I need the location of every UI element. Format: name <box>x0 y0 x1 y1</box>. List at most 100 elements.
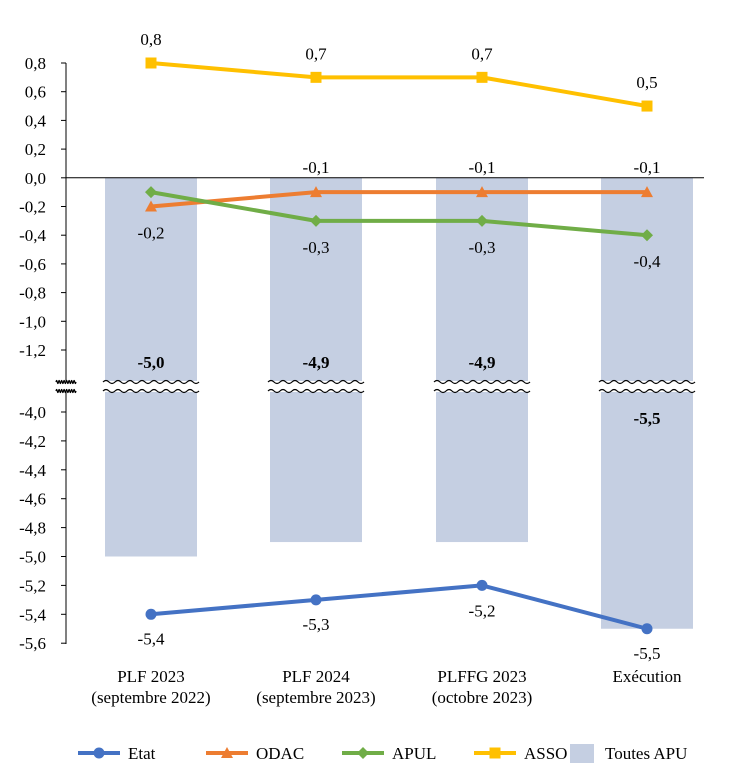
y-tick-label: -5,4 <box>19 605 46 624</box>
legend-label-odac: ODAC <box>256 744 304 763</box>
axis-break-wave <box>598 379 696 385</box>
legend-marker-apul <box>357 747 369 759</box>
point-asso <box>476 71 488 83</box>
point-apul <box>476 214 488 227</box>
y-tick-label: -4,8 <box>19 519 46 538</box>
data-label-odac: -0,1 <box>634 158 661 177</box>
category-label: PLF 2024 <box>282 667 350 686</box>
legend-label-asso: ASSO <box>524 744 567 763</box>
y-tick-label: -4,2 <box>19 432 46 451</box>
bar-toutes-apu <box>105 177 197 557</box>
y-tick-label: 0,2 <box>25 140 46 159</box>
data-label-apul: -0,3 <box>303 238 330 257</box>
y-tick-label: -1,0 <box>19 312 46 331</box>
data-label-apul: -0,4 <box>634 252 661 271</box>
legend-marker-etat <box>93 747 105 759</box>
point-etat <box>476 579 488 591</box>
data-label-etat: -5,5 <box>634 644 661 663</box>
category-label: PLF 2023 <box>117 667 185 686</box>
y-tick-label: -4,6 <box>19 490 46 509</box>
bar-toutes-apu <box>601 177 693 629</box>
data-label-toutes-apu: -4,9 <box>469 353 496 372</box>
legend-marker-asso <box>489 747 501 759</box>
series-line-etat <box>150 583 648 631</box>
data-labels-layer: -5,4 -5,3 -5,2 -5,5 -0,2 -0,1 -0,1 -0,1 -0,3 -0,3… <box>138 30 661 663</box>
axis-break-wave <box>102 388 200 394</box>
category-label: Exécution <box>613 667 682 686</box>
y-tick-label: -0,8 <box>19 284 46 303</box>
axis-break-wave <box>598 388 696 394</box>
axis-break-gap <box>268 381 364 392</box>
axis-break-wave <box>433 379 531 385</box>
data-label-asso: 0,8 <box>140 30 161 49</box>
point-apul <box>310 214 322 227</box>
x-axis-categories: PLF 2023 (septembre 2022) PLF 2024 (septemb… <box>91 667 682 707</box>
data-label-odac: -0,1 <box>303 158 330 177</box>
legend-marker-odac <box>221 747 233 758</box>
data-label-toutes-apu: -5,5 <box>634 409 661 428</box>
point-odac <box>476 186 488 198</box>
legend-label-apul: APUL <box>392 744 436 763</box>
data-label-etat: -5,4 <box>138 629 165 648</box>
data-label-odac: -0,2 <box>138 224 165 243</box>
legend: Etat ODAC APUL ASSO Toutes APU <box>78 744 687 763</box>
y-tick-label: 0,8 <box>25 54 46 73</box>
point-etat <box>145 608 157 620</box>
bar-toutes-apu <box>436 177 528 543</box>
bar-toutes-apu <box>270 177 362 543</box>
data-label-etat: -5,3 <box>303 615 330 634</box>
y-tick-label: -5,0 <box>19 548 46 567</box>
data-label-asso: 0,5 <box>636 73 657 92</box>
data-label-asso: 0,7 <box>305 44 327 63</box>
point-etat <box>310 594 322 606</box>
y-tick-label: -0,2 <box>19 198 46 217</box>
y-tick-label: 0,6 <box>25 83 46 102</box>
y-tick-label: 0,0 <box>25 169 46 188</box>
bars-layer <box>105 177 693 629</box>
legend-label-etat: Etat <box>128 744 156 763</box>
point-odac <box>145 200 157 212</box>
point-odac <box>641 186 653 198</box>
axis-break-wave <box>433 388 531 394</box>
category-sublabel: (octobre 2023) <box>432 688 533 707</box>
y-tick-label: -4,4 <box>19 461 46 480</box>
axis-break-wave <box>102 379 200 385</box>
axis-break-wave <box>55 379 77 385</box>
point-odac <box>310 186 322 198</box>
axis-break <box>55 379 696 394</box>
data-label-asso: 0,7 <box>471 44 493 63</box>
series-line-asso <box>150 61 648 109</box>
data-label-apul: -0,3 <box>469 238 496 257</box>
axis-break-wave <box>267 388 365 394</box>
y-tick-label: -4,0 <box>19 403 46 422</box>
point-apul <box>145 186 157 199</box>
point-apul <box>641 229 653 242</box>
category-label: PLFFG 2023 <box>437 667 526 686</box>
y-tick-label: 0,4 <box>25 111 47 130</box>
axis-break-gap <box>434 381 530 392</box>
y-tick-label: -5,6 <box>19 634 46 653</box>
data-label-toutes-apu: -5,0 <box>138 353 165 372</box>
data-label-odac: -0,1 <box>469 158 496 177</box>
series-line-apul <box>150 190 648 238</box>
legend-swatch-toutes-apu <box>570 744 594 763</box>
point-asso <box>310 71 322 83</box>
series-line-odac <box>150 190 647 209</box>
y-tick-label: -1,2 <box>19 341 46 360</box>
point-asso <box>641 100 653 112</box>
axis-break-wave <box>267 379 365 385</box>
legend-label-toutes-apu: Toutes APU <box>605 744 687 763</box>
y-tick-label: -0,4 <box>19 226 46 245</box>
point-asso <box>145 57 157 69</box>
y-tick-label: -0,6 <box>19 255 46 274</box>
data-label-etat: -5,2 <box>469 601 496 620</box>
point-etat <box>641 623 653 635</box>
axis-break-gap <box>599 381 695 392</box>
axis-break-gap <box>56 381 76 392</box>
axis-break-gap <box>103 381 199 392</box>
series-layer <box>145 57 653 635</box>
y-axis: 0,8 0,6 0,4 0,2 0,0 -0,2 -0,4 -0,6 -0,8 -1,0 -1,2 -… <box>19 54 704 653</box>
axis-break-wave <box>55 388 77 394</box>
y-tick-label: -5,2 <box>19 576 46 595</box>
